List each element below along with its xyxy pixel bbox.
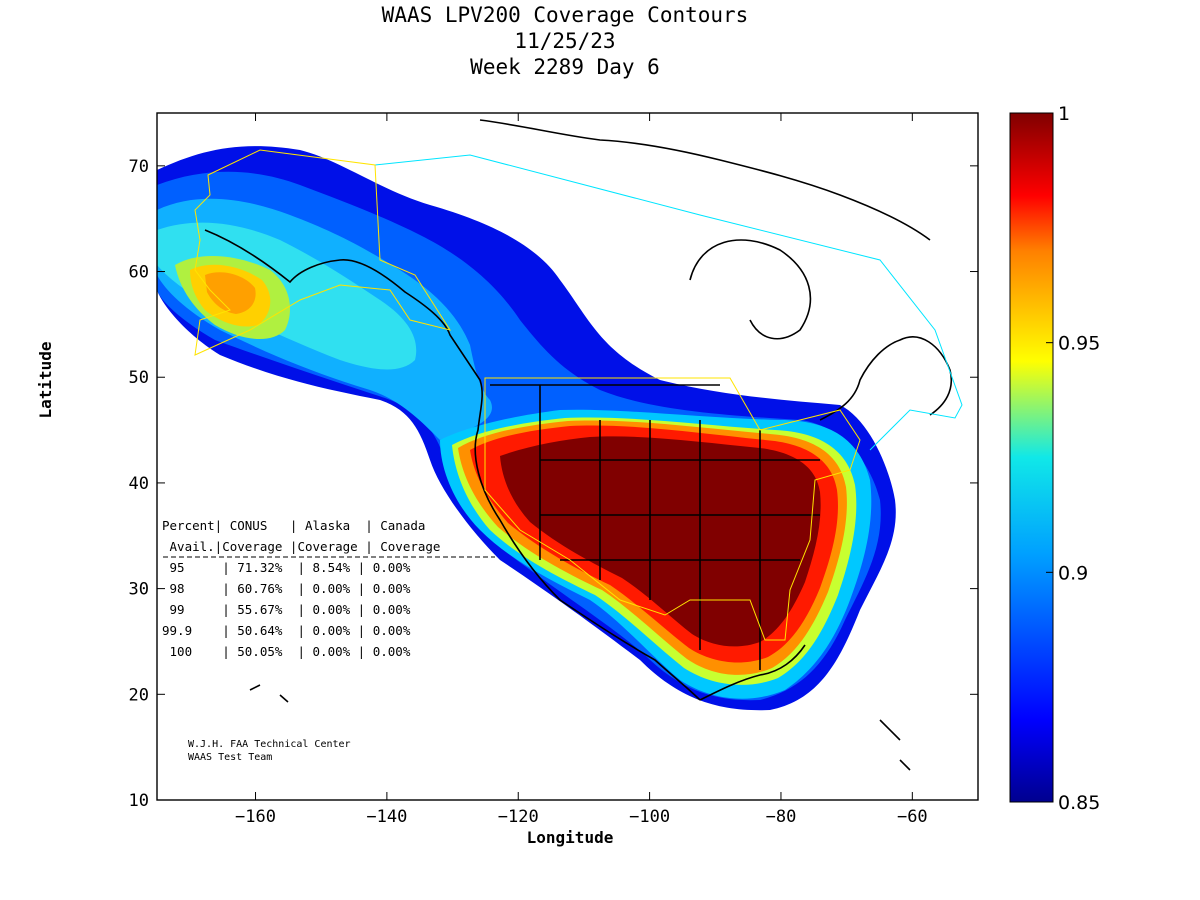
y-tick-label: 40 bbox=[129, 474, 149, 494]
chart-week-day: Week 2289 Day 6 bbox=[470, 55, 660, 79]
stats-row: 98 | 60.76% | 0.00% | 0.00% bbox=[162, 581, 411, 596]
stats-header-2: Avail.|Coverage |Coverage | Coverage bbox=[162, 539, 440, 554]
contour-conus-1 bbox=[500, 436, 821, 647]
y-tick-label: 70 bbox=[129, 157, 149, 177]
y-tick-label: 50 bbox=[129, 368, 149, 388]
colorbar-tick-label: 0.95 bbox=[1058, 333, 1100, 355]
y-axis-label: Latitude bbox=[36, 341, 55, 419]
x-axis-label: Longitude bbox=[526, 828, 614, 847]
stats-row: 100 | 50.05% | 0.00% | 0.00% bbox=[162, 644, 411, 659]
colorbar bbox=[1009, 112, 1054, 803]
y-tick-label: 20 bbox=[129, 685, 149, 705]
x-tick-label: −100 bbox=[629, 807, 670, 827]
x-tick-label: −120 bbox=[498, 807, 539, 827]
credit-line-2: WAAS Test Team bbox=[188, 752, 272, 763]
x-tick-label: −160 bbox=[235, 807, 276, 827]
stats-header-1: Percent| CONUS | Alaska | Canada bbox=[162, 518, 425, 533]
colorbar-ticks: 1 0.95 0.9 0.85 bbox=[1046, 103, 1100, 814]
contour-0.97 bbox=[205, 272, 256, 314]
stats-row: 99 | 55.67% | 0.00% | 0.00% bbox=[162, 602, 411, 617]
colorbar-tick-label: 1 bbox=[1058, 103, 1070, 125]
stats-row: 95 | 71.32% | 8.54% | 0.00% bbox=[162, 560, 411, 575]
chart-date: 11/25/23 bbox=[514, 29, 616, 53]
colorbar-tick-label: 0.9 bbox=[1058, 562, 1088, 584]
x-axis-ticks: −160 −140 −120 −100 −80 −60 bbox=[235, 113, 928, 827]
canada-boundary bbox=[374, 154, 963, 451]
chart-title: WAAS LPV200 Coverage Contours bbox=[381, 3, 749, 27]
y-axis-ticks: 10 20 30 40 50 60 70 bbox=[129, 157, 978, 811]
y-tick-label: 60 bbox=[129, 263, 149, 283]
credit-line-1: W.J.H. FAA Technical Center bbox=[188, 739, 351, 750]
y-tick-label: 10 bbox=[129, 791, 149, 811]
coastlines bbox=[204, 119, 952, 771]
colorbar-tick-label: 0.85 bbox=[1058, 792, 1100, 814]
stats-row: 99.9 | 50.64% | 0.00% | 0.00% bbox=[162, 623, 411, 638]
coverage-stats-table: Percent| CONUS | Alaska | Canada Avail.|… bbox=[162, 518, 495, 659]
y-tick-label: 30 bbox=[129, 580, 149, 600]
x-tick-label: −80 bbox=[766, 807, 797, 827]
conus-boundary bbox=[484, 377, 861, 641]
x-tick-label: −140 bbox=[366, 807, 407, 827]
stats-rows: 95 | 71.32% | 8.54% | 0.00% 98 | 60.76% … bbox=[162, 560, 411, 659]
x-tick-label: −60 bbox=[897, 807, 928, 827]
region-boundaries bbox=[194, 149, 963, 641]
alaska-boundary bbox=[194, 149, 452, 356]
plot-frame bbox=[156, 112, 979, 801]
